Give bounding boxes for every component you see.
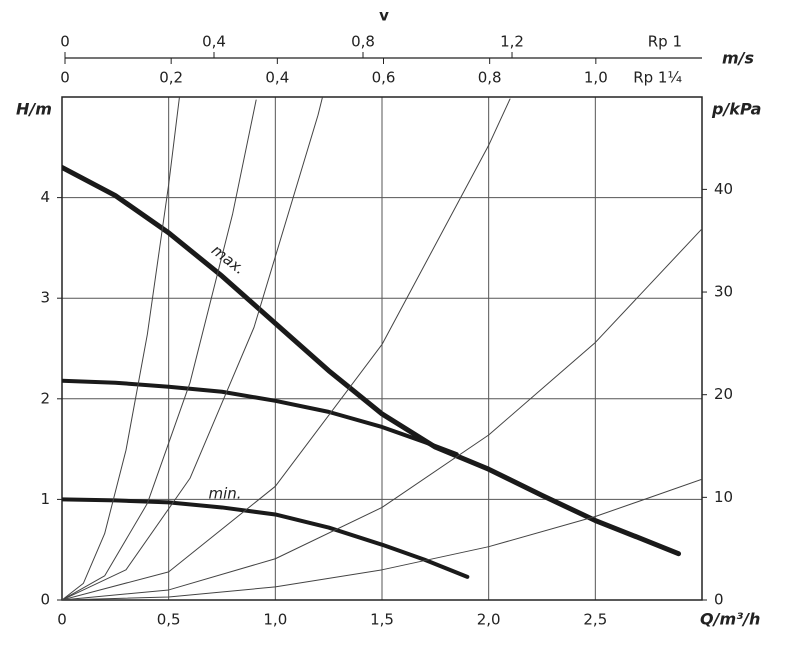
top-tick-label: 0 <box>60 69 70 87</box>
x-tick-label: 0,5 <box>157 611 181 629</box>
annotation: min. <box>208 485 241 503</box>
curve <box>62 478 702 600</box>
curve <box>62 378 459 457</box>
top-unit: m/s <box>722 49 754 68</box>
x-tick-label: 0 <box>57 611 67 629</box>
top-tick-label: 0 <box>60 33 70 51</box>
y2-tick-label: 0 <box>714 591 724 609</box>
top-tick-label: 0,8 <box>478 69 502 87</box>
x-tick-label: 1,0 <box>263 611 287 629</box>
curve <box>62 99 257 600</box>
top-title: v <box>379 7 389 25</box>
y2-tick-label: 20 <box>714 385 733 403</box>
top-tick-label: 1,2 <box>500 33 524 51</box>
plot-lines <box>62 97 702 600</box>
top-axis-label: Rp 1 <box>648 33 682 51</box>
top-tick-label: 1,0 <box>584 69 608 87</box>
y-tick-label: 2 <box>40 389 50 407</box>
curve <box>62 98 511 600</box>
top-tick-label: 0,8 <box>351 33 375 51</box>
y-tick-label: 4 <box>40 188 50 206</box>
x-label: Q/m³/h <box>700 610 760 629</box>
x-tick-label: 1,5 <box>370 611 394 629</box>
x-tick-label: 2,0 <box>477 611 501 629</box>
curve <box>62 164 682 557</box>
y2-label: p/kPa <box>711 100 761 119</box>
y-tick-label: 1 <box>40 490 50 508</box>
top-tick-label: 0,4 <box>265 69 289 87</box>
top-tick-label: 0,2 <box>159 69 183 87</box>
y-label: H/m <box>16 100 52 119</box>
x-tick-label: 2,5 <box>583 611 607 629</box>
y-tick-label: 3 <box>40 289 50 307</box>
y-tick-label: 0 <box>40 591 50 609</box>
top-tick-label: 0,6 <box>372 69 396 87</box>
curve <box>62 97 180 600</box>
plot-frame <box>61 96 703 601</box>
curve <box>62 228 702 600</box>
curve <box>62 497 470 579</box>
y2-tick-label: 30 <box>714 283 733 301</box>
top-axis-label: Rp 1¼ <box>633 69 682 87</box>
curve <box>62 97 323 600</box>
y2-tick-label: 10 <box>714 488 733 506</box>
top-tick-label: 0,4 <box>202 33 226 51</box>
y2-tick-label: 40 <box>714 180 733 198</box>
